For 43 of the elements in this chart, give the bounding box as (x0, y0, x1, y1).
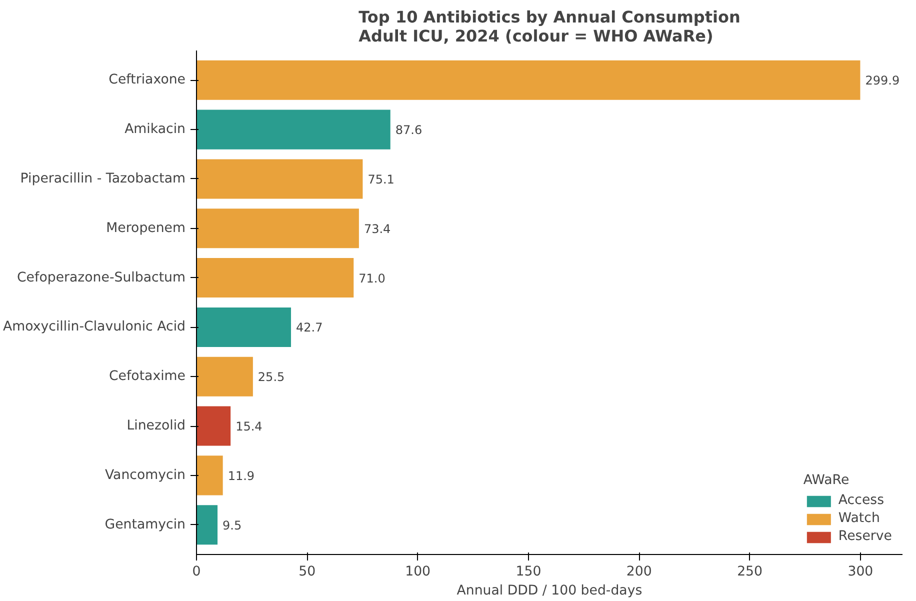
bar (196, 159, 363, 199)
text: 71.0 (358, 271, 386, 286)
text: 25.5 (258, 370, 285, 384)
x-tick-label: 300 (848, 564, 874, 580)
y-tick-label: Ceftriaxone (108, 72, 186, 88)
legend-label: Watch (838, 511, 880, 526)
text: 9.5 (222, 518, 242, 532)
x-axis-title: Annual DDD / 100 bed-days (456, 584, 642, 598)
text: 75.1 (368, 172, 394, 186)
y-tick-label: Linezolid (126, 418, 186, 434)
y-tick-label: Gentamycin (104, 517, 186, 532)
text: 42.7 (296, 320, 323, 335)
x-tick-label: 200 (626, 564, 652, 580)
y-tick-label: Cefoperazone-Sulbactum (17, 270, 186, 286)
bar (196, 356, 253, 396)
x-tick-label: 100 (405, 564, 431, 580)
text: 87.6 (395, 123, 422, 138)
y-tick-label: Cefotaxime (108, 369, 186, 384)
x-tick-label: 150 (516, 564, 542, 580)
x-tick-label: 0 (192, 564, 201, 580)
bar (196, 208, 359, 248)
legend-label: Access (838, 493, 884, 508)
text: 15.4 (236, 420, 262, 434)
chart-title: Top 10 Antibiotics by Annual Consumption Adult ICU, 2024 (colour = WHO AWaRe) (358, 8, 740, 46)
text: 11.9 (228, 468, 255, 483)
y-tick-label: Amoxycillin-Clavulonic Acid (3, 320, 186, 335)
bar (196, 406, 231, 446)
y-tick-label: Piperacillin - Tazobactam (20, 171, 186, 186)
bar (196, 456, 223, 496)
y-tick-label: Meropenem (106, 220, 186, 236)
bar (196, 60, 860, 100)
bar (196, 505, 218, 545)
bar (196, 110, 390, 150)
legend-label: Reserve (838, 529, 892, 544)
bar (196, 307, 291, 347)
y-tick-label: Amikacin (124, 122, 186, 138)
legend-title: AWaRe (803, 473, 850, 488)
text: 73.4 (364, 222, 391, 236)
x-tick-label: 250 (737, 564, 763, 580)
y-tick-label: Vancomycin (104, 468, 186, 483)
bar (196, 258, 354, 298)
x-tick-label: 50 (298, 564, 316, 580)
text: 299.9 (865, 74, 900, 88)
